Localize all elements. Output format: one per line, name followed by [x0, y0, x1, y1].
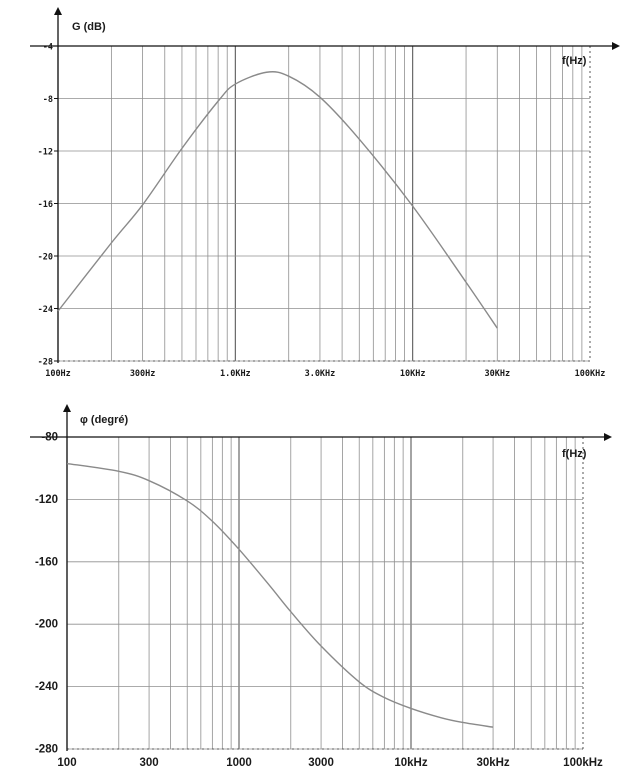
x-tick-label: 100Hz — [45, 369, 71, 379]
chart-2: φ (degré)f(Hz)-80-120-160-200-240-280100… — [30, 404, 612, 769]
y-axis-arrow — [63, 404, 71, 412]
y-tick-label: -280 — [35, 744, 58, 756]
y-tick-label: -12 — [38, 148, 53, 158]
x-tick-label: 1.0KHz — [220, 369, 251, 379]
y-tick-label: -160 — [35, 556, 58, 568]
x-axis-label: f(Hz) — [562, 448, 587, 460]
y-tick-label: -16 — [38, 200, 53, 210]
y-tick-label: -24 — [38, 305, 53, 315]
y-tick-label: -28 — [38, 358, 53, 368]
y-axis-label: φ (degré) — [80, 414, 129, 426]
x-tick-label: 100kHz — [563, 757, 603, 769]
x-tick-label: 3000 — [308, 757, 334, 769]
x-tick-label: 10kHz — [394, 757, 427, 769]
x-tick-label: 10KHz — [400, 369, 426, 379]
y-axis-arrow — [54, 7, 62, 15]
x-tick-label: 30kHz — [476, 757, 509, 769]
y-axis-label: G (dB) — [72, 21, 106, 33]
x-tick-label: 1000 — [226, 757, 252, 769]
x-tick-label: 100KHz — [575, 369, 606, 379]
x-tick-label: 300 — [139, 757, 158, 769]
y-tick-label: -20 — [38, 253, 53, 263]
x-tick-label: 100 — [57, 757, 76, 769]
x-axis-arrow — [612, 42, 620, 50]
series-line — [66, 462, 494, 728]
x-tick-label: 30KHz — [484, 369, 510, 379]
x-tick-label: 300Hz — [130, 369, 156, 379]
y-tick-label: -8 — [43, 95, 53, 105]
y-tick-label: -4 — [43, 43, 53, 53]
x-axis-arrow — [604, 433, 612, 441]
series-line — [57, 71, 498, 329]
y-tick-label: -240 — [35, 681, 58, 693]
x-tick-label: 3.0KHz — [305, 369, 336, 379]
x-axis-label: f(Hz) — [562, 55, 587, 67]
y-tick-label: -120 — [35, 494, 58, 506]
y-tick-label: -80 — [41, 432, 58, 444]
y-tick-label: -200 — [35, 619, 58, 631]
